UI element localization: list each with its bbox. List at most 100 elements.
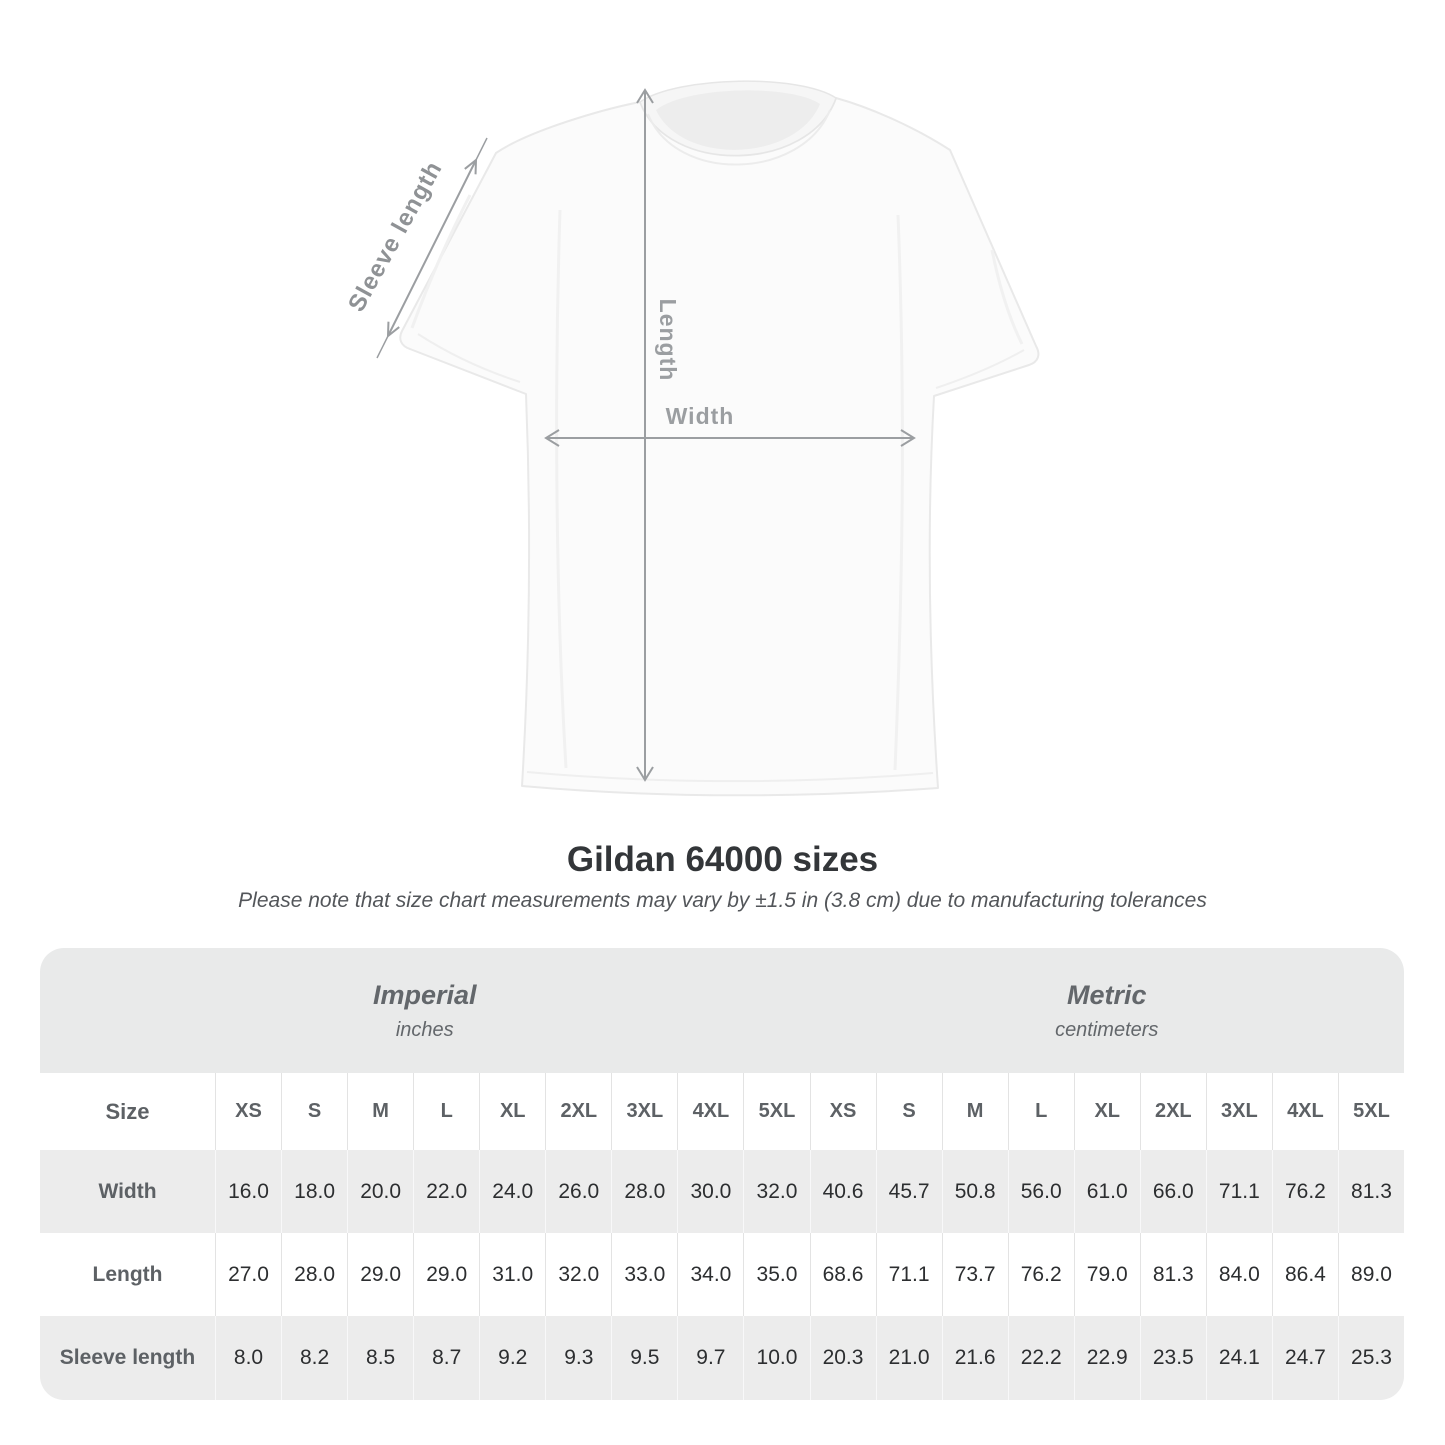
tshirt-silhouette	[399, 80, 1040, 797]
page-title: Gildan 64000 sizes	[566, 840, 879, 879]
measurement-cell: 61.0	[1073, 1150, 1140, 1233]
measurement-cell: 28.0	[611, 1150, 678, 1233]
measurement-cell: 84.0	[1205, 1233, 1272, 1316]
measurement-cell: 86.4	[1271, 1233, 1338, 1316]
tshirt-measurement-diagram: Width Length Sleeve length	[343, 80, 1040, 797]
measurement-cell: 16.0	[215, 1150, 282, 1233]
metric-unit: centimeters	[1055, 1018, 1159, 1041]
metric-title: Metric	[1066, 979, 1147, 1010]
size-header-metric-xs: XS	[809, 1073, 876, 1150]
measurement-cell: 30.0	[677, 1150, 744, 1233]
imperial-header: Imperial inches	[40, 948, 810, 1073]
size-header-metric-3xl: 3XL	[1205, 1073, 1272, 1150]
measurement-cell: 29.0	[347, 1233, 414, 1316]
measurement-cell: 9.7	[677, 1316, 744, 1400]
size-header-imperial-m: M	[347, 1073, 414, 1150]
measurement-cell: 31.0	[479, 1233, 546, 1316]
size-header-metric-m: M	[941, 1073, 1008, 1150]
measurement-cell: 66.0	[1139, 1150, 1206, 1233]
measurement-cell: 8.7	[413, 1316, 480, 1400]
measurement-cell: 81.3	[1337, 1150, 1404, 1233]
measurement-cell: 24.1	[1205, 1316, 1272, 1400]
size-header-imperial-2xl: 2XL	[545, 1073, 612, 1150]
measurement-cell: 89.0	[1337, 1233, 1404, 1316]
measurement-cell: 35.0	[743, 1233, 810, 1316]
sleeve-length-arrow	[376, 137, 488, 359]
measurement-cell: 8.5	[347, 1316, 414, 1400]
measurement-cell: 9.3	[545, 1316, 612, 1400]
measurement-cell: 22.9	[1073, 1316, 1140, 1400]
measurement-cell: 79.0	[1073, 1233, 1140, 1316]
width-label: Width	[666, 403, 735, 429]
measurement-cell: 32.0	[545, 1233, 612, 1316]
measurement-cell: 71.1	[875, 1233, 942, 1316]
size-table: Imperial inches Metric centimeters Size X…	[40, 948, 1404, 1400]
imperial-title: Imperial	[372, 979, 477, 1010]
measurement-cell: 26.0	[545, 1150, 612, 1233]
size-header-imperial-4xl: 4XL	[677, 1073, 744, 1150]
measurement-cell: 21.6	[941, 1316, 1008, 1400]
unit-band: Imperial inches Metric centimeters	[40, 948, 1404, 1073]
width-arrow	[544, 429, 916, 447]
size-header-imperial-l: L	[413, 1073, 480, 1150]
measurement-cell: 10.0	[743, 1316, 810, 1400]
measurement-cell: 25.3	[1337, 1316, 1404, 1400]
measurement-cell: 22.0	[413, 1150, 480, 1233]
measurement-cell: 56.0	[1007, 1150, 1074, 1233]
measurement-cell: 29.0	[413, 1233, 480, 1316]
measurement-cell: 76.2	[1271, 1150, 1338, 1233]
size-column-header: Size	[40, 1073, 215, 1150]
size-header-metric-4xl: 4XL	[1271, 1073, 1338, 1150]
length-label: Length	[655, 299, 681, 382]
measurement-cell: 40.6	[809, 1150, 876, 1233]
row-label-width: Width	[40, 1150, 215, 1233]
measurement-cell: 50.8	[941, 1150, 1008, 1233]
tolerance-note: Please note that size chart measurements…	[238, 889, 1207, 912]
size-header-metric-s: S	[875, 1073, 942, 1150]
hem-stitching	[417, 333, 1025, 783]
fabric-folds	[410, 194, 1024, 771]
size-header-metric-5xl: 5XL	[1337, 1073, 1404, 1150]
measurement-cell: 28.0	[281, 1233, 348, 1316]
size-header-imperial-xs: XS	[215, 1073, 282, 1150]
size-header-imperial-3xl: 3XL	[611, 1073, 678, 1150]
measurement-cell: 34.0	[677, 1233, 744, 1316]
size-header-imperial-xl: XL	[479, 1073, 546, 1150]
measurement-cell: 20.0	[347, 1150, 414, 1233]
size-grid: Size XS S M L XL 2XL 3XL 4XL 5XL XS S M L XL 2XL 3XL 4XL 5…	[40, 1073, 1404, 1400]
measurement-cell: 81.3	[1139, 1233, 1206, 1316]
size-header-metric-xl: XL	[1073, 1073, 1140, 1150]
measurement-cell: 24.7	[1271, 1316, 1338, 1400]
measurement-cell: 21.0	[875, 1316, 942, 1400]
measurement-cell: 68.6	[809, 1233, 876, 1316]
measurement-cell: 73.7	[941, 1233, 1008, 1316]
measurement-cell: 23.5	[1139, 1316, 1206, 1400]
measurement-cell: 20.3	[809, 1316, 876, 1400]
measurement-arrows	[376, 88, 916, 782]
measurement-cell: 27.0	[215, 1233, 282, 1316]
metric-header: Metric centimeters	[810, 948, 1405, 1073]
measurement-cell: 8.0	[215, 1316, 282, 1400]
size-header-metric-2xl: 2XL	[1139, 1073, 1206, 1150]
measurement-cell: 32.0	[743, 1150, 810, 1233]
size-header-imperial-s: S	[281, 1073, 348, 1150]
length-arrow	[636, 88, 654, 782]
measurement-cell: 76.2	[1007, 1233, 1074, 1316]
row-label-sleeve-length: Sleeve length	[40, 1316, 215, 1400]
title-block: Gildan 64000 sizes Please note that size…	[0, 838, 1445, 914]
measurement-cell: 45.7	[875, 1150, 942, 1233]
measurement-cell: 9.2	[479, 1316, 546, 1400]
measurement-cell: 18.0	[281, 1150, 348, 1233]
measurement-cell: 8.2	[281, 1316, 348, 1400]
row-label-length: Length	[40, 1233, 215, 1316]
measurement-cell: 22.2	[1007, 1316, 1074, 1400]
size-header-metric-l: L	[1007, 1073, 1074, 1150]
measurement-cell: 33.0	[611, 1233, 678, 1316]
imperial-unit: inches	[395, 1018, 454, 1041]
measurement-cell: 9.5	[611, 1316, 678, 1400]
measurement-cell: 24.0	[479, 1150, 546, 1233]
size-header-imperial-5xl: 5XL	[743, 1073, 810, 1150]
measurement-cell: 71.1	[1205, 1150, 1272, 1233]
collar-opening	[656, 90, 820, 150]
